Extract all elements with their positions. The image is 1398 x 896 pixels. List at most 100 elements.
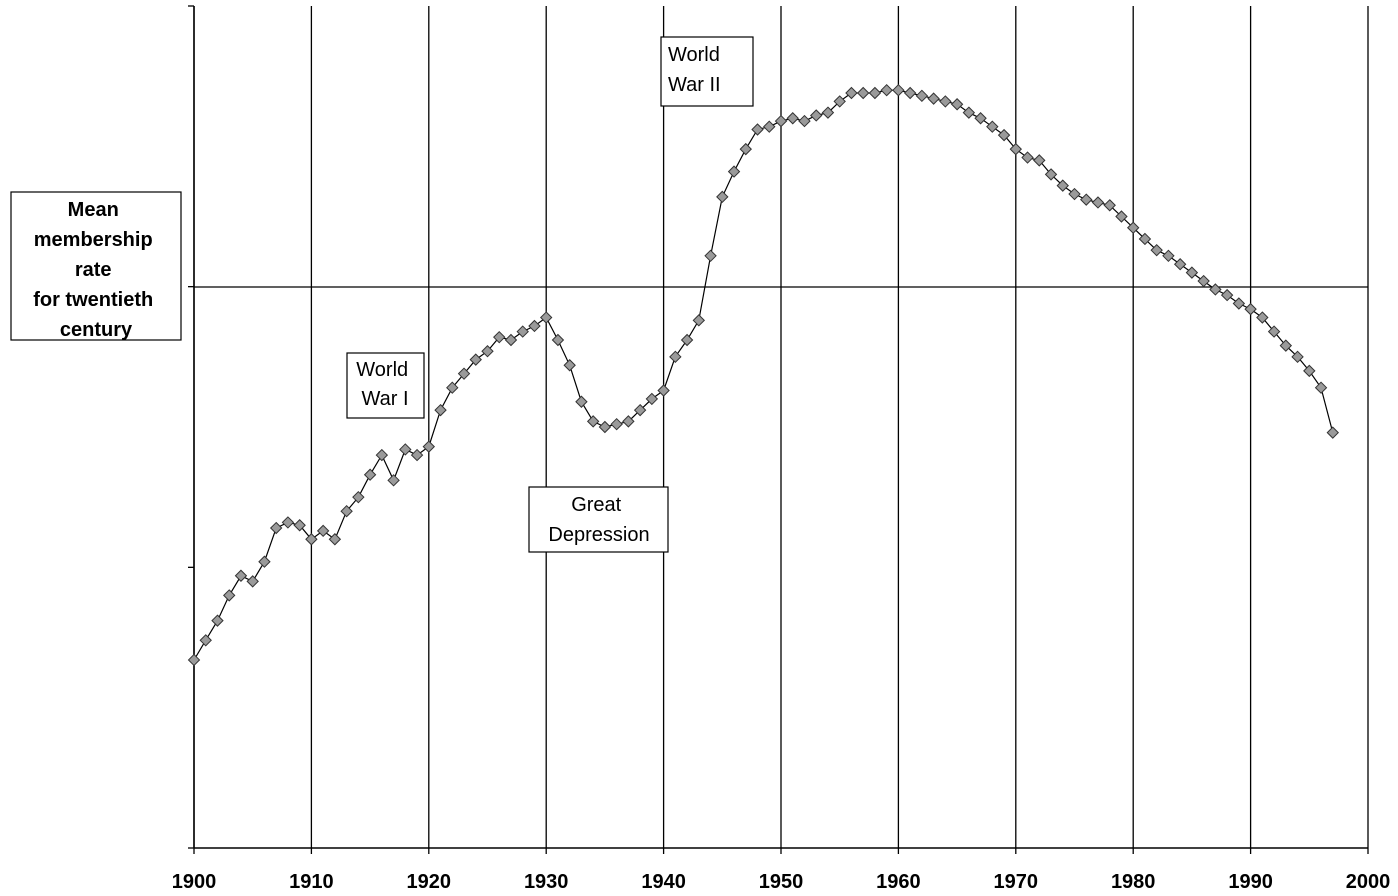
data-point	[810, 109, 823, 122]
data-point	[657, 384, 670, 397]
data-point	[1326, 426, 1339, 439]
data-point	[281, 516, 295, 529]
x-tick-label: 1940	[641, 871, 686, 893]
data-point	[539, 311, 553, 324]
mean-label-line-1: Mean	[68, 199, 119, 221]
data-point	[1091, 196, 1105, 209]
data-point	[1303, 364, 1316, 378]
depression-line-1: Great	[571, 494, 621, 516]
ww1-line-2: War I	[361, 388, 408, 410]
data-point	[751, 123, 764, 136]
data-point	[622, 415, 635, 428]
data-point	[1291, 350, 1304, 364]
data-point	[1009, 142, 1023, 156]
depression-line-2: Depression	[548, 524, 649, 546]
data-point	[457, 367, 471, 380]
data-point	[387, 474, 400, 487]
data-point	[1056, 179, 1069, 192]
data-point	[410, 448, 424, 462]
data-point	[633, 403, 647, 417]
data-point	[716, 190, 729, 204]
data-point	[774, 114, 788, 128]
data-point	[269, 521, 283, 535]
data-point	[915, 89, 929, 103]
data-point	[1209, 283, 1222, 296]
data-point	[598, 420, 612, 434]
data-point	[246, 575, 259, 588]
data-point	[1021, 151, 1034, 164]
data-point	[833, 95, 846, 108]
svg-text:Great Depression: Great Depression	[548, 494, 649, 546]
data-point	[422, 440, 436, 453]
data-point	[516, 325, 529, 338]
x-axis: 1900 1910 1920 1930 1940 1950 1960 1970 1980 1990…	[172, 847, 1391, 893]
data-point	[1220, 288, 1234, 302]
series-line	[187, 83, 1339, 667]
data-point	[575, 395, 588, 408]
data-point	[493, 330, 506, 344]
y-axis	[188, 5, 195, 849]
data-point	[1126, 221, 1140, 234]
data-point	[1314, 381, 1328, 394]
data-point	[211, 614, 224, 627]
data-point	[586, 415, 600, 428]
mean-reference-label: Mean membership rate for twentieth centu…	[10, 191, 182, 341]
x-tick-label: 1960	[876, 871, 921, 893]
data-point	[399, 443, 412, 456]
data-point	[927, 92, 940, 105]
mean-label-line-2: membership	[34, 229, 153, 251]
data-point	[645, 392, 659, 406]
data-point	[305, 533, 318, 546]
data-point	[1267, 325, 1281, 338]
data-point	[727, 165, 741, 178]
data-point	[223, 589, 236, 602]
x-tick-label: 1910	[289, 871, 334, 893]
mean-label-line-5: century	[60, 319, 133, 341]
x-tick-label: 1980	[1111, 871, 1156, 893]
data-point	[528, 319, 541, 333]
x-tick-label: 1990	[1228, 871, 1273, 893]
data-point	[258, 555, 271, 568]
svg-text:Mean membership ra: Mean membership rate for twentieth centu…	[33, 199, 159, 341]
data-point	[375, 448, 389, 462]
data-point	[786, 112, 799, 125]
data-point	[316, 524, 330, 538]
data-point	[363, 468, 377, 481]
data-point	[434, 403, 447, 417]
x-tick-label: 1920	[407, 871, 452, 893]
svg-text:World War I: World War I	[356, 359, 413, 410]
data-point	[504, 333, 518, 347]
data-point	[469, 353, 482, 366]
data-point	[1080, 193, 1093, 206]
annotation-ww1: World War I	[346, 352, 425, 419]
ww2-line-1: World	[668, 44, 720, 66]
data-point	[1244, 302, 1257, 316]
data-point	[481, 345, 494, 358]
data-point	[880, 83, 893, 97]
data-point	[1068, 187, 1081, 201]
data-point	[328, 533, 342, 546]
data-point	[739, 142, 752, 156]
data-point	[610, 417, 623, 431]
data-point	[1103, 199, 1116, 212]
annotation-great-depression: Great Depression	[528, 486, 669, 553]
data-point	[446, 381, 459, 394]
data-point	[199, 634, 212, 647]
ww1-line-1: World	[356, 359, 408, 381]
data-point	[340, 504, 353, 518]
data-point	[892, 83, 905, 97]
ww2-line-2: War II	[668, 74, 721, 96]
data-point	[868, 86, 882, 100]
x-tick-label: 2000	[1346, 871, 1391, 893]
data-point	[1115, 210, 1128, 223]
data-point	[352, 490, 365, 504]
x-tick-label: 1930	[524, 871, 569, 893]
data-point	[856, 86, 870, 100]
data-point	[1162, 249, 1175, 263]
data-point	[1138, 232, 1152, 246]
data-point	[821, 106, 835, 119]
data-point	[1232, 297, 1246, 310]
data-point	[1279, 339, 1293, 352]
data-point	[1256, 311, 1269, 324]
